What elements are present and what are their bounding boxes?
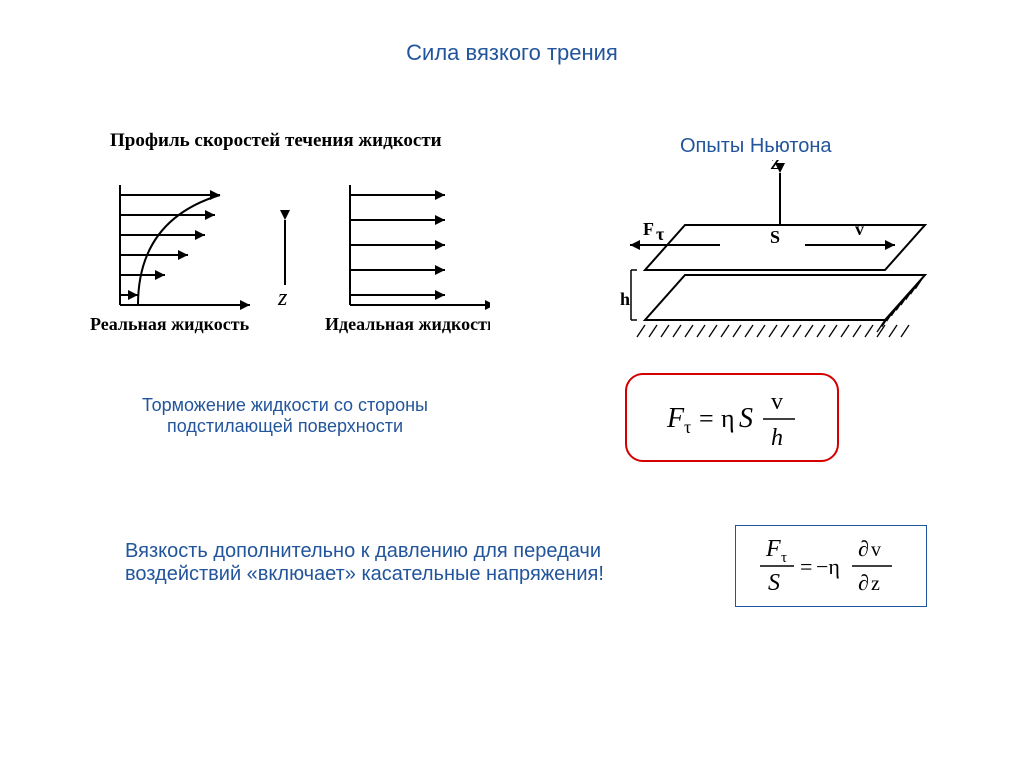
svg-text:−η: −η	[816, 554, 840, 579]
velocity-profile-diagram: Реальная жидкость z Идеальная жидкость	[90, 175, 490, 345]
conclusion-line2: воздействий «включает» касательные напря…	[125, 563, 604, 585]
svg-text:v: v	[771, 389, 783, 415]
svg-text:F: F	[765, 536, 781, 562]
formula-viscous-force-svg: F τ = η S v h	[627, 375, 837, 460]
conclusion-text: Вязкость дополнительно к давлению для пе…	[125, 540, 685, 586]
svg-text:τ: τ	[684, 417, 691, 437]
svg-text:Идеальная жидкость: Идеальная жидкость	[325, 314, 490, 334]
svg-text:∂: ∂	[858, 536, 869, 561]
svg-text:h: h	[771, 425, 783, 451]
formula-shear-stress-svg: F τ S = −η ∂ v ∂ z	[736, 526, 926, 606]
svg-text:τ: τ	[656, 224, 665, 244]
page-title: Сила вязкого трения	[0, 40, 1024, 66]
formula-viscous-force: F τ = η S v h	[625, 373, 839, 462]
svg-text:v: v	[871, 539, 881, 561]
svg-text:τ: τ	[781, 550, 787, 566]
note-line2: подстилающей поверхности	[167, 416, 403, 436]
svg-text:z: z	[871, 573, 880, 595]
svg-text:F: F	[643, 219, 654, 239]
svg-text:z: z	[770, 160, 781, 175]
svg-text:=: =	[800, 554, 812, 579]
svg-text:S: S	[739, 403, 753, 434]
formula-shear-stress: F τ S = −η ∂ v ∂ z	[735, 525, 927, 607]
svg-text:S: S	[770, 227, 780, 247]
subheading-velocity-profile: Профиль скоростей течения жидкости	[110, 130, 442, 152]
svg-text:=: =	[699, 404, 714, 433]
svg-text:Реальная жидкость: Реальная жидкость	[90, 314, 250, 334]
svg-text:v: v	[855, 219, 864, 239]
svg-text:z: z	[277, 285, 288, 311]
note-line1: Торможение жидкости со стороны	[142, 395, 428, 415]
note-braking: Торможение жидкости со стороны подстилаю…	[115, 395, 455, 437]
svg-text:h: h	[620, 289, 630, 309]
newton-experiment-diagram: h Fτ v Sz	[575, 160, 945, 350]
svg-text:η: η	[721, 404, 735, 433]
svg-text:∂: ∂	[858, 570, 869, 595]
conclusion-line1: Вязкость дополнительно к давлению для пе…	[125, 540, 601, 562]
svg-text:S: S	[768, 570, 780, 596]
subheading-newton: Опыты Ньютона	[680, 135, 832, 158]
svg-text:F: F	[666, 403, 685, 434]
